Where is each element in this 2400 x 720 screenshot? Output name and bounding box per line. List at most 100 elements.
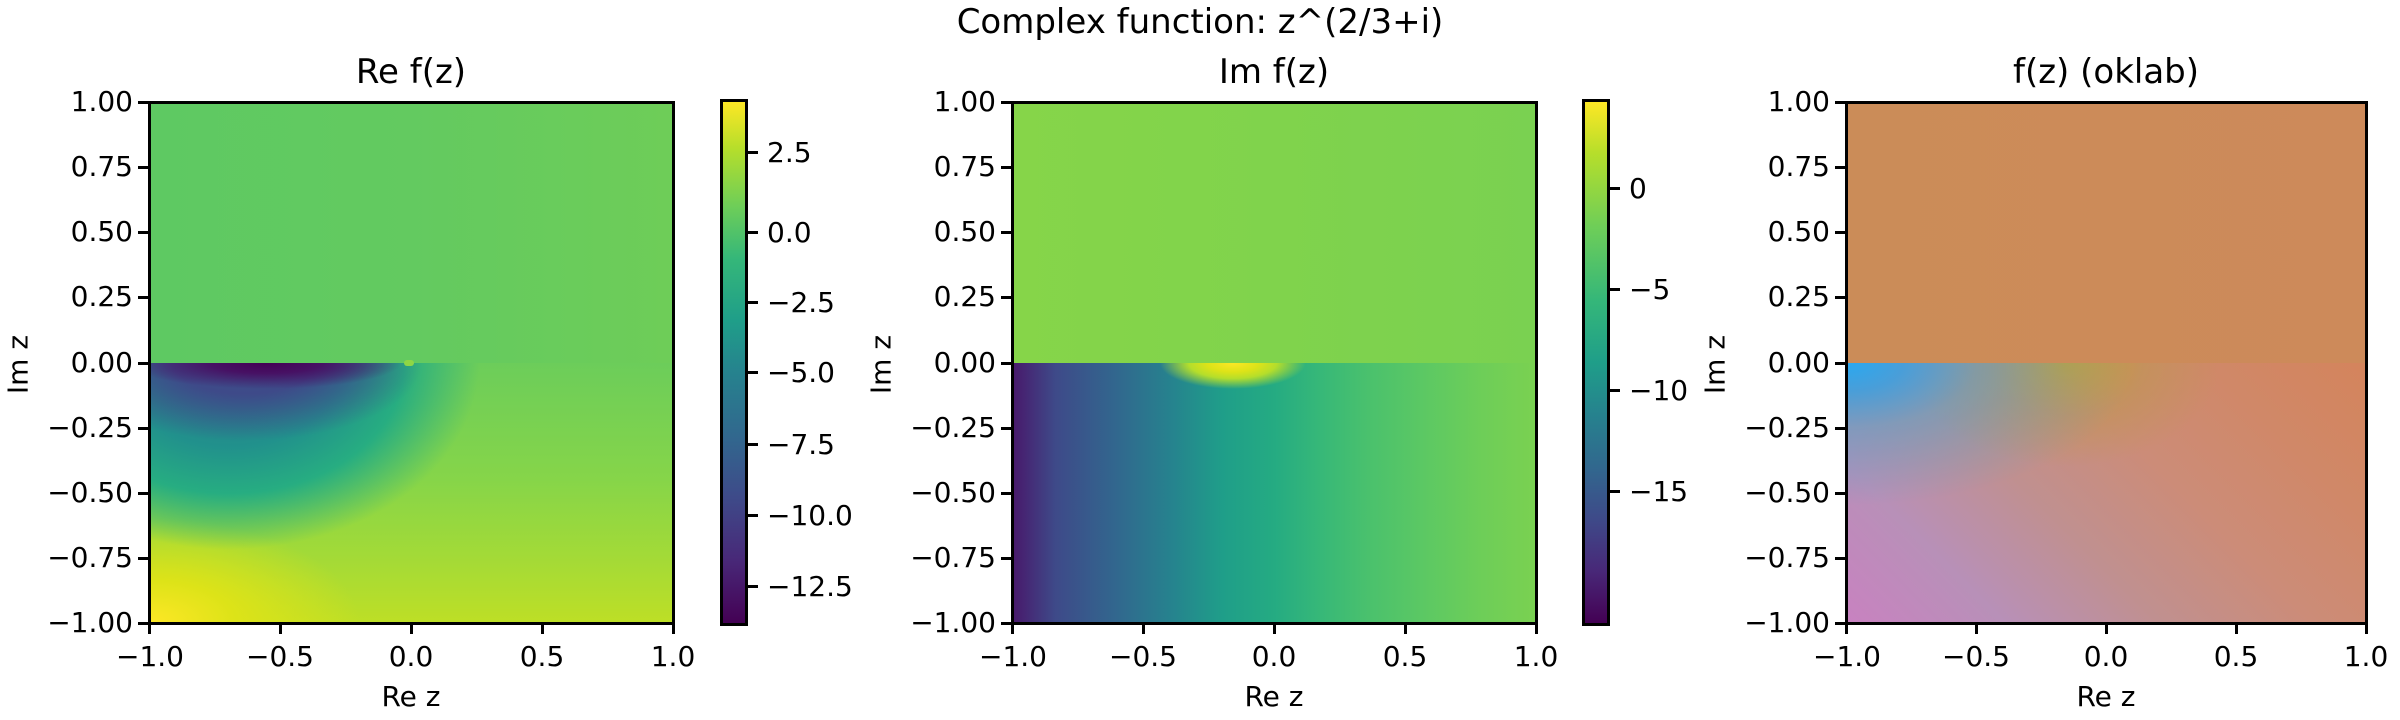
y-tick-label: 0.50 [933,215,996,248]
heatmap-axes [1845,101,2368,625]
colorbar-tick [748,231,758,234]
x-tick-label: 0.5 [2213,640,2259,673]
colorbar-tick [1610,389,1620,392]
y-tick-label: 1.00 [70,85,133,118]
y-tick-label: −0.75 [1744,541,1830,574]
y-tick-label: 0.75 [933,150,996,183]
y-tick-label: 0.00 [933,346,996,379]
y-tick [1001,492,1011,495]
y-axis-label: Im z [1,334,35,395]
x-tick [1011,624,1014,634]
heatmap-axes [148,101,675,625]
y-tick [1001,362,1011,365]
y-tick [138,492,148,495]
heatmap-lower-field [1014,363,1535,622]
colorbar-tick-label: −5.0 [767,356,835,389]
y-tick [1001,296,1011,299]
y-tick [1001,101,1011,104]
y-tick-label: −0.50 [1744,476,1830,509]
y-tick [138,557,148,560]
panel-title: Re f(z) [355,52,467,92]
x-tick-label: −0.5 [1109,640,1177,673]
x-tick [1273,624,1276,634]
y-tick-label: −1.00 [910,606,996,639]
y-tick [138,166,148,169]
y-tick-label: −0.25 [47,411,133,444]
x-tick-label: −0.5 [1942,640,2010,673]
colorbar-tick-label: 0.0 [767,216,812,249]
x-tick [541,624,544,634]
colorbar-tick-label: −12.5 [767,570,853,603]
x-tick [148,624,151,634]
y-tick-label: −0.75 [910,541,996,574]
x-tick-label: 0.5 [519,640,565,673]
y-tick [1835,557,1845,560]
colorbar-tick [748,585,758,588]
colorbar-tick [748,514,758,517]
y-tick-label: 0.50 [1767,215,1830,248]
x-tick-label: −1.0 [1813,640,1881,673]
colorbar-tick [748,371,758,374]
y-tick-label: −1.00 [1744,606,1830,639]
x-tick [279,624,282,634]
y-tick [1835,101,1845,104]
y-tick-label: −0.50 [910,476,996,509]
x-tick-label: 0.0 [2083,640,2129,673]
y-tick [1835,427,1845,430]
colorbar-tick [748,443,758,446]
colorbar-tick-label: −10.0 [767,499,853,532]
y-tick [138,101,148,104]
x-tick-label: 0.0 [1251,640,1297,673]
y-tick [138,622,148,625]
colorbar [1582,99,1610,626]
y-tick [1835,166,1845,169]
y-tick-label: 0.75 [70,150,133,183]
y-tick-label: 0.75 [1767,150,1830,183]
y-tick [1001,622,1011,625]
y-tick [1835,231,1845,234]
panel-title: f(z) (oklab) [2012,52,2200,92]
x-axis-label: Re z [1244,680,1304,713]
y-tick-label: 1.00 [1767,85,1830,118]
y-axis-label: Im z [1698,334,1732,395]
y-tick-label: 0.00 [1767,346,1830,379]
colorbar-tick-label: −2.5 [767,286,835,319]
x-tick-label: 1.0 [2343,640,2389,673]
y-tick [138,296,148,299]
y-tick-label: 0.25 [1767,280,1830,313]
x-tick [1535,624,1538,634]
x-tick-label: −1.0 [116,640,184,673]
colorbar-tick-label: −5 [1629,273,1671,306]
x-tick-label: 0.0 [388,640,434,673]
y-tick [1835,362,1845,365]
x-tick [2105,624,2108,634]
colorbar-tick-label: −10 [1629,374,1689,407]
x-axis-label: Re z [2076,680,2136,713]
x-tick-label: −1.0 [979,640,1047,673]
x-tick [1142,624,1145,634]
colorbar-tick [1610,288,1620,291]
y-tick-label: −0.25 [910,411,996,444]
colorbar-tick [748,151,758,154]
x-tick [410,624,413,634]
x-tick-label: 1.0 [650,640,696,673]
x-tick [672,624,675,634]
x-tick [1404,624,1407,634]
heatmap-axes [1011,101,1538,625]
y-tick-label: −0.25 [1744,411,1830,444]
colorbar [720,99,748,626]
colorbar-tick-label: 0 [1629,172,1647,205]
panel-title: Im f(z) [1218,52,1330,92]
y-tick-label: 0.25 [933,280,996,313]
x-tick [1845,624,1848,634]
heatmap-lower-field [151,363,672,622]
y-axis-label: Im z [864,334,898,395]
y-tick-label: 0.25 [70,280,133,313]
y-tick-label: 0.00 [70,346,133,379]
colorbar-tick-label: −7.5 [767,428,835,461]
colorbar-tick [1610,490,1620,493]
figure-suptitle: Complex function: z^(2/3+i) [956,2,1444,42]
y-tick-label: 1.00 [933,85,996,118]
x-tick [2365,624,2368,634]
y-tick [1001,231,1011,234]
